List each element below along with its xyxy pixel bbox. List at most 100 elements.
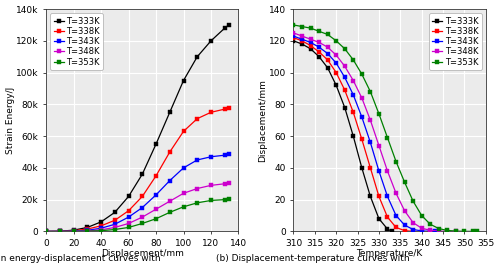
T=348K: [180, 192, 186, 195]
T=348K: [342, 65, 347, 68]
T=338K: [84, 228, 90, 231]
T=333K: [342, 106, 347, 109]
T=348K: [126, 222, 132, 225]
T=348K: [368, 119, 374, 122]
T=353K: [393, 160, 399, 163]
T=343K: [333, 62, 339, 65]
T=343K: [427, 230, 433, 233]
Y-axis label: Displacement/mm: Displacement/mm: [258, 79, 267, 162]
T=343K: [384, 195, 390, 198]
T=333K: [180, 79, 186, 82]
T=338K: [126, 209, 132, 212]
T=353K: [350, 58, 356, 62]
T=353K: [453, 229, 459, 233]
T=343K: [324, 52, 330, 55]
T=343K: [299, 38, 305, 41]
T=333K: [112, 211, 118, 214]
T=333K: [57, 230, 63, 233]
Line: T=348K: T=348K: [292, 31, 458, 233]
T=338K: [43, 230, 49, 233]
Line: T=338K: T=338K: [44, 106, 230, 233]
X-axis label: Displacement/mm: Displacement/mm: [101, 249, 184, 258]
T=348K: [376, 144, 382, 147]
T=353K: [112, 228, 118, 231]
T=338K: [324, 58, 330, 62]
T=353K: [98, 229, 104, 232]
T=343K: [308, 41, 314, 44]
T=333K: [43, 230, 49, 233]
T=353K: [410, 200, 416, 203]
T=353K: [299, 25, 305, 28]
T=343K: [316, 46, 322, 49]
Line: T=333K: T=333K: [292, 39, 394, 233]
T=343K: [126, 215, 132, 219]
T=333K: [226, 23, 232, 26]
Line: T=333K: T=333K: [44, 23, 230, 233]
T=353K: [418, 214, 424, 217]
T=338K: [308, 44, 314, 47]
T=348K: [140, 215, 145, 219]
Line: T=343K: T=343K: [44, 153, 230, 233]
T=348K: [222, 182, 228, 185]
T=348K: [333, 54, 339, 57]
T=348K: [98, 228, 104, 232]
T=338K: [402, 229, 407, 232]
T=353K: [470, 230, 476, 233]
T=348K: [444, 230, 450, 233]
Line: T=348K: T=348K: [44, 181, 230, 233]
Text: (a) Strain energy-displacement curves with: (a) Strain energy-displacement curves wi…: [0, 254, 161, 263]
T=348K: [402, 209, 407, 212]
T=333K: [140, 173, 145, 176]
T=348K: [316, 41, 322, 44]
T=348K: [308, 38, 314, 41]
T=353K: [384, 136, 390, 139]
T=353K: [194, 201, 200, 204]
Y-axis label: Strain Energy/J: Strain Energy/J: [6, 87, 15, 154]
T=338K: [350, 111, 356, 114]
Legend: T=333K, T=338K, T=343K, T=348K, T=353K: T=333K, T=338K, T=343K, T=348K, T=353K: [429, 13, 482, 70]
T=348K: [453, 230, 459, 233]
T=348K: [350, 79, 356, 82]
T=338K: [376, 195, 382, 198]
T=343K: [418, 229, 424, 233]
T=353K: [462, 230, 468, 233]
T=333K: [222, 26, 228, 30]
T=348K: [226, 181, 232, 185]
T=338K: [290, 36, 296, 39]
T=338K: [410, 230, 416, 233]
T=343K: [359, 115, 365, 119]
T=333K: [389, 230, 395, 233]
T=348K: [359, 96, 365, 100]
T=338K: [140, 195, 145, 198]
T=338K: [180, 130, 186, 133]
T=353K: [333, 39, 339, 43]
T=348K: [208, 184, 214, 187]
T=343K: [84, 229, 90, 232]
T=353K: [359, 73, 365, 76]
T=338K: [226, 106, 232, 109]
T=333K: [308, 47, 314, 50]
T=343K: [350, 93, 356, 96]
T=333K: [98, 220, 104, 223]
T=343K: [43, 230, 49, 233]
T=333K: [368, 195, 374, 198]
T=353K: [402, 181, 407, 184]
T=353K: [180, 205, 186, 208]
T=338K: [342, 88, 347, 92]
T=348K: [112, 226, 118, 229]
T=343K: [410, 228, 416, 231]
T=343K: [167, 179, 173, 182]
T=348K: [84, 229, 90, 232]
T=348K: [153, 208, 159, 211]
T=353K: [43, 230, 49, 233]
T=333K: [126, 195, 132, 198]
T=353K: [324, 33, 330, 36]
T=343K: [98, 227, 104, 230]
T=353K: [57, 230, 63, 233]
T=338K: [167, 150, 173, 154]
Line: T=353K: T=353K: [292, 23, 479, 233]
T=348K: [427, 229, 433, 232]
T=348K: [436, 229, 442, 233]
T=348K: [194, 187, 200, 190]
T=333K: [350, 135, 356, 138]
